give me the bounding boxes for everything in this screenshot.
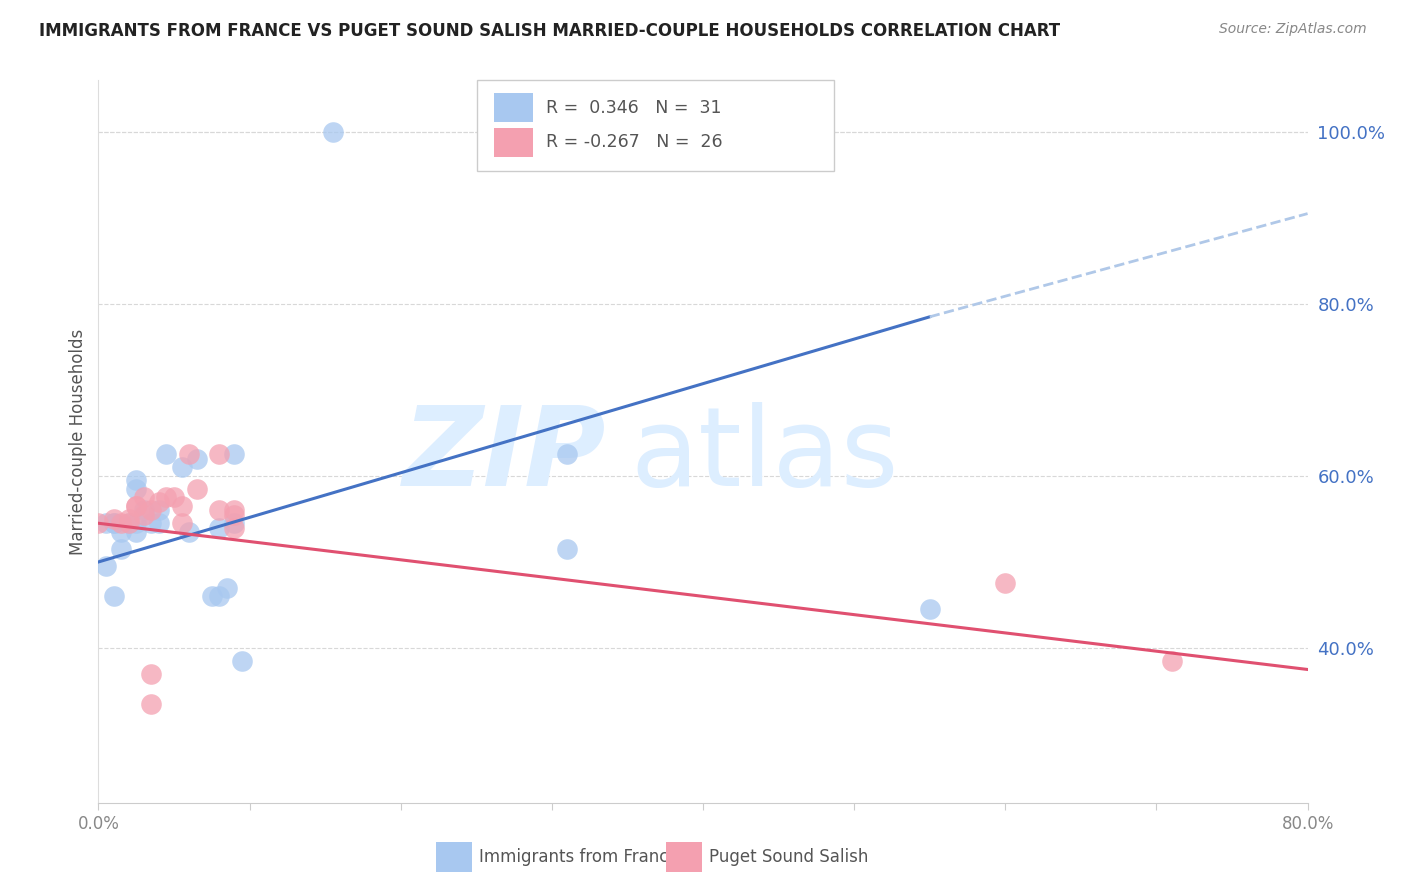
Point (118, 512, 141, 526)
Point (224, 508, 246, 522)
Point (132, 491, 155, 505)
Point (224, 520, 246, 534)
Point (141, 697, 163, 711)
Point (110, 516, 132, 531)
Point (155, 447, 177, 461)
Point (208, 520, 231, 534)
Point (201, 590, 224, 604)
Point (125, 473, 148, 487)
Point (155, 491, 177, 505)
Point (125, 516, 148, 531)
Text: R = -0.267   N =  26: R = -0.267 N = 26 (546, 133, 723, 151)
Point (110, 542, 132, 557)
Point (103, 590, 125, 604)
Point (125, 499, 148, 513)
FancyBboxPatch shape (494, 94, 533, 122)
Point (224, 503, 246, 517)
Point (103, 516, 125, 531)
Point (555, 542, 578, 557)
Point (118, 516, 141, 531)
Point (87, 516, 110, 531)
FancyBboxPatch shape (494, 128, 533, 157)
Point (132, 503, 155, 517)
Point (208, 447, 231, 461)
Point (118, 516, 141, 531)
FancyBboxPatch shape (436, 842, 472, 872)
Point (179, 524, 201, 539)
Point (148, 494, 170, 508)
Point (186, 451, 208, 466)
Point (103, 512, 125, 526)
Text: Source: ZipAtlas.com: Source: ZipAtlas.com (1219, 22, 1367, 37)
Text: Immigrants from France: Immigrants from France (479, 848, 679, 866)
Point (141, 666, 163, 681)
Point (132, 508, 155, 522)
Point (170, 516, 193, 531)
FancyBboxPatch shape (477, 80, 834, 170)
Point (94, 516, 117, 531)
Text: atlas: atlas (630, 402, 898, 509)
Point (170, 460, 193, 475)
FancyBboxPatch shape (665, 842, 702, 872)
Point (231, 654, 253, 668)
Text: R =  0.346   N =  31: R = 0.346 N = 31 (546, 99, 721, 117)
Y-axis label: Married-couple Households: Married-couple Households (69, 328, 87, 555)
Text: IMMIGRANTS FROM FRANCE VS PUGET SOUND SALISH MARRIED-COUPLE HOUSEHOLDS CORRELATI: IMMIGRANTS FROM FRANCE VS PUGET SOUND SA… (39, 22, 1060, 40)
Point (141, 516, 163, 531)
Point (215, 581, 238, 595)
Point (125, 482, 148, 496)
Point (94, 559, 117, 574)
Point (103, 516, 125, 531)
Point (148, 516, 170, 531)
Point (186, 482, 208, 496)
Point (322, 125, 344, 139)
Text: ZIP: ZIP (402, 402, 606, 509)
Point (141, 503, 163, 517)
Point (110, 524, 132, 539)
Point (918, 602, 941, 616)
Text: Puget Sound Salish: Puget Sound Salish (709, 848, 869, 866)
Point (208, 503, 231, 517)
Point (555, 447, 578, 461)
Point (163, 491, 186, 505)
Point (170, 499, 193, 513)
Point (1160, 654, 1182, 668)
Point (179, 447, 201, 461)
Point (208, 590, 231, 604)
Point (125, 499, 148, 513)
Point (224, 516, 246, 531)
Point (148, 503, 170, 517)
Point (224, 447, 246, 461)
Point (994, 576, 1017, 591)
Point (125, 524, 148, 539)
